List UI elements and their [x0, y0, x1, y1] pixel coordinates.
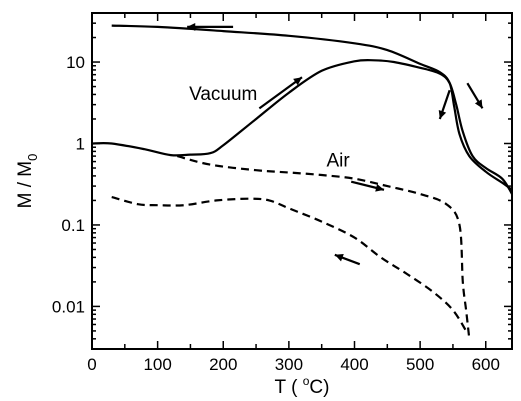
x-axis-title: T ( oC) [275, 374, 330, 398]
direction-arrow [350, 180, 385, 192]
arrow-layer [187, 22, 484, 266]
plot-frame [91, 12, 513, 350]
direction-arrow [438, 89, 451, 120]
x-tick-label: 300 [275, 355, 303, 374]
annotations: Vacuum Air [189, 84, 350, 171]
x-tick-label: 0 [87, 355, 96, 374]
tick-labels: 0 100 200 300 400 500 600 0.01 0.1 1 10 [52, 53, 500, 374]
axis-ticks [91, 12, 512, 350]
annotation-air: Air [326, 151, 350, 172]
y-tick-label: 0.01 [52, 297, 85, 316]
x-tick-label: 500 [406, 355, 434, 374]
direction-arrow [187, 22, 234, 31]
direction-arrow [334, 253, 361, 266]
x-tick-label: 400 [340, 355, 368, 374]
dashed-curve-3 [177, 155, 471, 339]
x-tick-label: 100 [143, 355, 171, 374]
annotation-vacuum: Vacuum [189, 84, 257, 105]
y-tick-label: 1 [76, 134, 85, 153]
direction-arrow [258, 76, 303, 110]
y-axis-title: M / M0 [15, 154, 40, 209]
y-tick-label: 10 [66, 53, 85, 72]
solid-curve-2 [91, 59, 513, 195]
dashed-curve-4 [111, 196, 468, 332]
solid-curve-1 [111, 24, 513, 191]
y-tick-label: 0.1 [61, 216, 85, 235]
series-layer [91, 24, 513, 339]
x-tick-label: 200 [209, 355, 237, 374]
x-tick-label: 600 [472, 355, 500, 374]
direction-arrow [466, 82, 484, 109]
